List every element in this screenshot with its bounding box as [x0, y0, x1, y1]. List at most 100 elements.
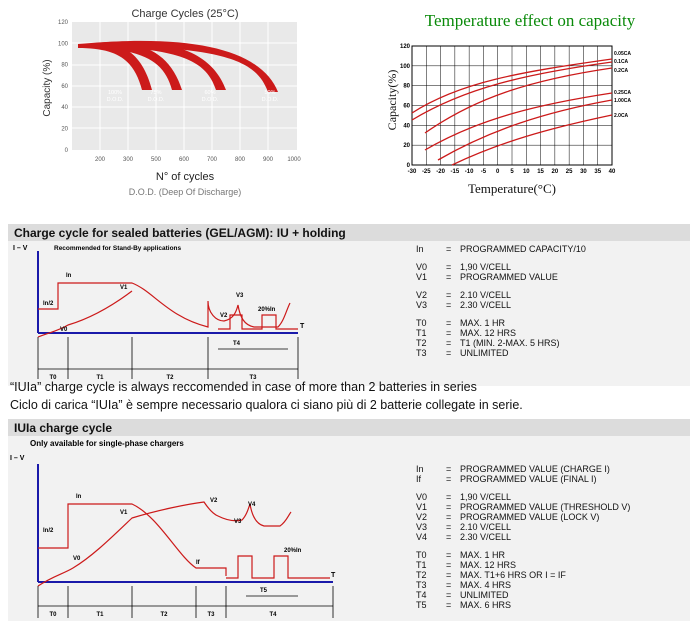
- cycles-ylabel: Capacity (%): [42, 59, 53, 116]
- temp-xtick: 25: [566, 169, 573, 175]
- cycles-xtick: 300: [123, 157, 134, 163]
- s1-label-in2: In/2: [43, 301, 54, 307]
- curve-sub-75: D.O.D.: [148, 97, 165, 103]
- temp-xtick: -5: [481, 169, 487, 175]
- temp-xtick: -15: [451, 169, 460, 175]
- legend-value: 2.30 V/CELL: [460, 532, 512, 542]
- s1-phase-t1: T1: [96, 375, 104, 381]
- section2-legend: In = PROGRAMMED VALUE (CHARGE I) If = PROGRAM…: [416, 464, 630, 610]
- legend-row: V2 = 2.10 V/CELL: [416, 290, 586, 300]
- temp-xlabel: Temperature(°C): [468, 181, 556, 196]
- legend-key: T2: [416, 338, 427, 348]
- legend-row: V0 = 1,90 V/CELL: [416, 492, 630, 502]
- s2-label-t5: T5: [260, 588, 268, 594]
- legend-equals: =: [446, 328, 452, 338]
- legend-equals: =: [446, 262, 452, 272]
- cycles-xtick: 700: [207, 157, 218, 163]
- legend-key: V2: [416, 290, 428, 300]
- legend-key: If: [416, 474, 422, 484]
- cycles-title: Charge Cycles (25°C): [131, 8, 238, 20]
- s2-subtitle: Only available for single-phase chargers: [30, 439, 184, 448]
- legend-equals: =: [446, 522, 452, 532]
- temp-xtick: -10: [465, 169, 474, 175]
- temperature-chart: Temperature effect on capacity Capacity(…: [385, 11, 636, 196]
- legend-key: V2: [416, 512, 428, 522]
- legend-value: MAX. T1+6 HRS OR I = IF: [460, 570, 566, 580]
- s2-phase-t4: T4: [269, 612, 277, 618]
- legend-equals: =: [446, 492, 452, 502]
- s2-label-in2: In/2: [43, 528, 54, 534]
- legend-equals: =: [446, 512, 452, 522]
- legend-value: 1,90 V/CELL: [460, 262, 512, 272]
- series-label-0.25CA: 0.25CA: [614, 90, 631, 96]
- legend-value: 2.10 V/CELL: [460, 290, 512, 300]
- legend-equals: =: [446, 318, 452, 328]
- temp-xtick: 0: [496, 169, 500, 175]
- legend-equals: =: [446, 338, 452, 348]
- section1-title: Charge cycle for sealed batteries (GEL/A…: [14, 226, 346, 240]
- s2-phase-t3: T3: [207, 612, 215, 618]
- temp-xtick: 35: [594, 169, 601, 175]
- legend-value: T1 (MIN. 2-MAX. 5 HRS): [460, 338, 560, 348]
- legend-key: V4: [416, 532, 428, 542]
- s2-label-pulse: 20%In: [284, 548, 302, 554]
- legend-row: V2 = PROGRAMMED VALUE (LOCK V): [416, 512, 630, 522]
- section2-panel: Only available for single-phase chargers…: [8, 436, 690, 621]
- curve-sub-60: D.O.D.: [202, 97, 219, 103]
- legend-equals: =: [446, 272, 452, 282]
- legend-value: UNLIMITED: [460, 348, 509, 358]
- temp-curves: [411, 58, 613, 166]
- s1-phase-t3: T3: [249, 375, 257, 381]
- curve-0.25CA: [424, 92, 613, 151]
- legend-row: T3 = UNLIMITED: [416, 348, 586, 358]
- legend-value: MAX. 12 HRS: [460, 560, 517, 570]
- temp-xtick: 30: [580, 169, 587, 175]
- legend-equals: =: [446, 244, 452, 254]
- legend-value: PROGRAMMED VALUE: [460, 272, 558, 282]
- cycles-xtick: 800: [235, 157, 246, 163]
- s2-pulses: [226, 555, 330, 579]
- legend-value: MAX. 4 HRS: [460, 580, 512, 590]
- legend-value: MAX. 12 HRS: [460, 328, 517, 338]
- legend-row: T3 = MAX. 4 HRS: [416, 580, 630, 590]
- cycles-xtick: 600: [179, 157, 190, 163]
- legend-value: 2.30 V/CELL: [460, 300, 512, 310]
- legend-key: V0: [416, 262, 428, 272]
- legend-key: T1: [416, 328, 427, 338]
- s1-pulses: [218, 314, 298, 330]
- curve-0.1CA: [411, 61, 613, 121]
- legend-equals: =: [446, 474, 452, 484]
- legend-row: T1 = MAX. 12 HRS: [416, 328, 586, 338]
- legend-key: T3: [416, 580, 427, 590]
- s1-label-t4: T4: [233, 341, 241, 347]
- s2-label-if: If: [196, 560, 201, 566]
- section1-panel: I – V Recommended for Stand-By applicati…: [8, 241, 690, 386]
- curve-0.2CA: [424, 67, 613, 134]
- temp-ytick: 100: [400, 64, 411, 70]
- curve-2.0CA: [451, 114, 613, 166]
- curve-label-75: 75%: [150, 90, 161, 96]
- s2-current-curve: [38, 503, 227, 576]
- legend-value: PROGRAMMED VALUE (THRESHOLD V): [460, 502, 631, 512]
- legend-value: PROGRAMMED VALUE (CHARGE I): [460, 464, 610, 474]
- legend-row: T1 = MAX. 12 HRS: [416, 560, 630, 570]
- cycles-xtick: 200: [95, 157, 106, 163]
- cycles-xtick: 900: [263, 157, 274, 163]
- legend-key: V1: [416, 272, 428, 282]
- legend-value: MAX. 1 HR: [460, 550, 506, 560]
- legend-equals: =: [446, 300, 452, 310]
- legend-row: V1 = PROGRAMMED VALUE (THRESHOLD V): [416, 502, 630, 512]
- legend-equals: =: [446, 532, 452, 542]
- legend-row: If = PROGRAMMED VALUE (FINAL I): [416, 474, 630, 484]
- temp-title: Temperature effect on capacity: [425, 11, 636, 30]
- s2-phase-t2: T2: [160, 612, 168, 618]
- legend-equals: =: [446, 348, 452, 358]
- iuia-charge-diagram: Only available for single-phase chargers…: [10, 439, 336, 618]
- legend-equals: =: [446, 600, 452, 610]
- legend-row: T0 = MAX. 1 HR: [416, 318, 586, 328]
- s1-label-in: In: [66, 273, 72, 279]
- s1-label-v0: V0: [60, 327, 68, 333]
- temp-xtick: -20: [436, 169, 445, 175]
- temp-ytick: 80: [403, 84, 410, 90]
- temp-ytick: 0: [407, 163, 411, 169]
